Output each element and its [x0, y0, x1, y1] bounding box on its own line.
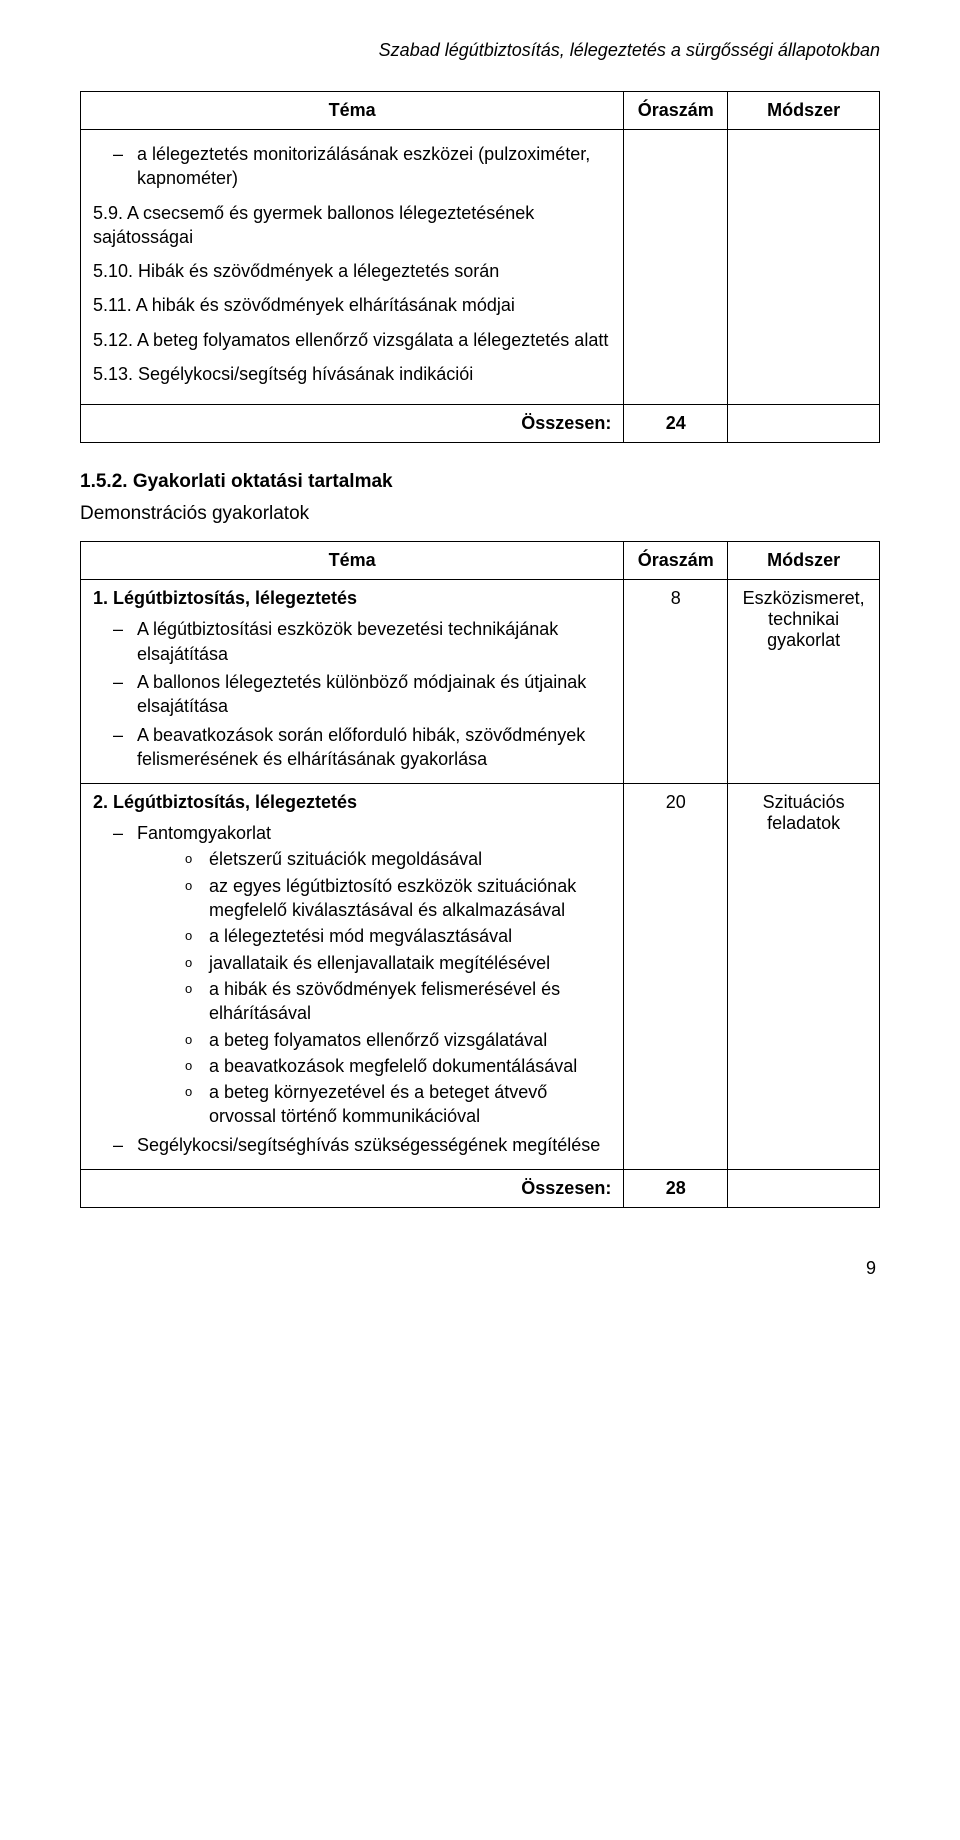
- bullet-item: a lélegeztetés monitorizálásának eszköze…: [93, 142, 611, 191]
- sub-list: életszerű szituációk megoldásával az egy…: [137, 847, 611, 1128]
- bullet-item: A beavatkozások során előforduló hibák, …: [93, 723, 611, 772]
- numbered-item: 5.13. Segélykocsi/segítség hívásának ind…: [93, 362, 611, 386]
- numbered-item: 5.11. A hibák és szövődmények elhárításá…: [93, 293, 611, 317]
- sub-item: a beavatkozások megfelelő dokumentálásáv…: [137, 1054, 611, 1078]
- topic-title: 2. Légútbiztosítás, lélegeztetés: [93, 792, 611, 813]
- bullet-text: Fantomgyakorlat: [137, 823, 271, 843]
- numbered-item: 5.12. A beteg folyamatos ellenőrző vizsg…: [93, 328, 611, 352]
- total-label: Összesen:: [81, 405, 624, 443]
- numbered-item: 5.10. Hibák és szövődmények a lélegeztet…: [93, 259, 611, 283]
- modszer-cell: Eszközismeret, technikai gyakorlat: [728, 580, 880, 784]
- topic-title: 1. Légútbiztosítás, lélegeztetés: [93, 588, 611, 609]
- page-number: 9: [80, 1258, 880, 1279]
- bullet-list: Fantomgyakorlat életszerű szituációk meg…: [93, 821, 611, 1157]
- sub-item: az egyes légútbiztosító eszközök szituác…: [137, 874, 611, 923]
- table-header-row: Téma Óraszám Módszer: [81, 92, 880, 130]
- col-header-oraszam: Óraszám: [624, 542, 728, 580]
- sub-item: életszerű szituációk megoldásával: [137, 847, 611, 871]
- tema-cell: 1. Légútbiztosítás, lélegeztetés A légút…: [81, 580, 624, 784]
- col-header-modszer: Módszer: [728, 92, 880, 130]
- numbered-item: 5.9. A csecsemő és gyermek ballonos léle…: [93, 201, 611, 250]
- oraszam-cell: [624, 130, 728, 405]
- sub-item: a lélegeztetési mód megválasztásával: [137, 924, 611, 948]
- total-value: 28: [624, 1170, 728, 1208]
- total-row: Összesen: 24: [81, 405, 880, 443]
- total-empty: [728, 405, 880, 443]
- modszer-cell: [728, 130, 880, 405]
- sub-item: a beteg környezetével és a beteget átvev…: [137, 1080, 611, 1129]
- tema-cell: a lélegeztetés monitorizálásának eszköze…: [81, 130, 624, 405]
- sub-item: javallataik és ellenjavallataik megítélé…: [137, 951, 611, 975]
- table-header-row: Téma Óraszám Módszer: [81, 542, 880, 580]
- sub-item: a hibák és szövődmények felismerésével é…: [137, 977, 611, 1026]
- page: Szabad légútbiztosítás, lélegeztetés a s…: [0, 0, 960, 1319]
- total-value: 24: [624, 405, 728, 443]
- table-2: Téma Óraszám Módszer 1. Légútbiztosítás,…: [80, 541, 880, 1208]
- col-header-tema: Téma: [81, 92, 624, 130]
- col-header-modszer: Módszer: [728, 542, 880, 580]
- table-row: a lélegeztetés monitorizálásának eszköze…: [81, 130, 880, 405]
- bullet-item: Fantomgyakorlat életszerű szituációk meg…: [93, 821, 611, 1129]
- col-header-tema: Téma: [81, 542, 624, 580]
- bullet-item: Segélykocsi/segítséghívás szükségességén…: [93, 1133, 611, 1157]
- total-empty: [728, 1170, 880, 1208]
- modszer-cell: Szituációs feladatok: [728, 784, 880, 1170]
- total-row: Összesen: 28: [81, 1170, 880, 1208]
- bullet-item: A légútbiztosítási eszközök bevezetési t…: [93, 617, 611, 666]
- section-heading: 1.5.2. Gyakorlati oktatási tartalmak: [80, 471, 880, 493]
- col-header-oraszam: Óraszám: [624, 92, 728, 130]
- header-running-title: Szabad légútbiztosítás, lélegeztetés a s…: [80, 40, 880, 61]
- bullet-list: a lélegeztetés monitorizálásának eszköze…: [93, 142, 611, 191]
- bullet-item: A ballonos lélegeztetés különböző módjai…: [93, 670, 611, 719]
- table-row: 1. Légútbiztosítás, lélegeztetés A légút…: [81, 580, 880, 784]
- table-1: Téma Óraszám Módszer a lélegeztetés moni…: [80, 91, 880, 443]
- section-subheading: Demonstrációs gyakorlatok: [80, 503, 880, 525]
- bullet-list: A légútbiztosítási eszközök bevezetési t…: [93, 617, 611, 771]
- table-row: 2. Légútbiztosítás, lélegeztetés Fantomg…: [81, 784, 880, 1170]
- tema-cell: 2. Légútbiztosítás, lélegeztetés Fantomg…: [81, 784, 624, 1170]
- oraszam-cell: 8: [624, 580, 728, 784]
- oraszam-cell: 20: [624, 784, 728, 1170]
- total-label: Összesen:: [81, 1170, 624, 1208]
- sub-item: a beteg folyamatos ellenőrző vizsgálatáv…: [137, 1028, 611, 1052]
